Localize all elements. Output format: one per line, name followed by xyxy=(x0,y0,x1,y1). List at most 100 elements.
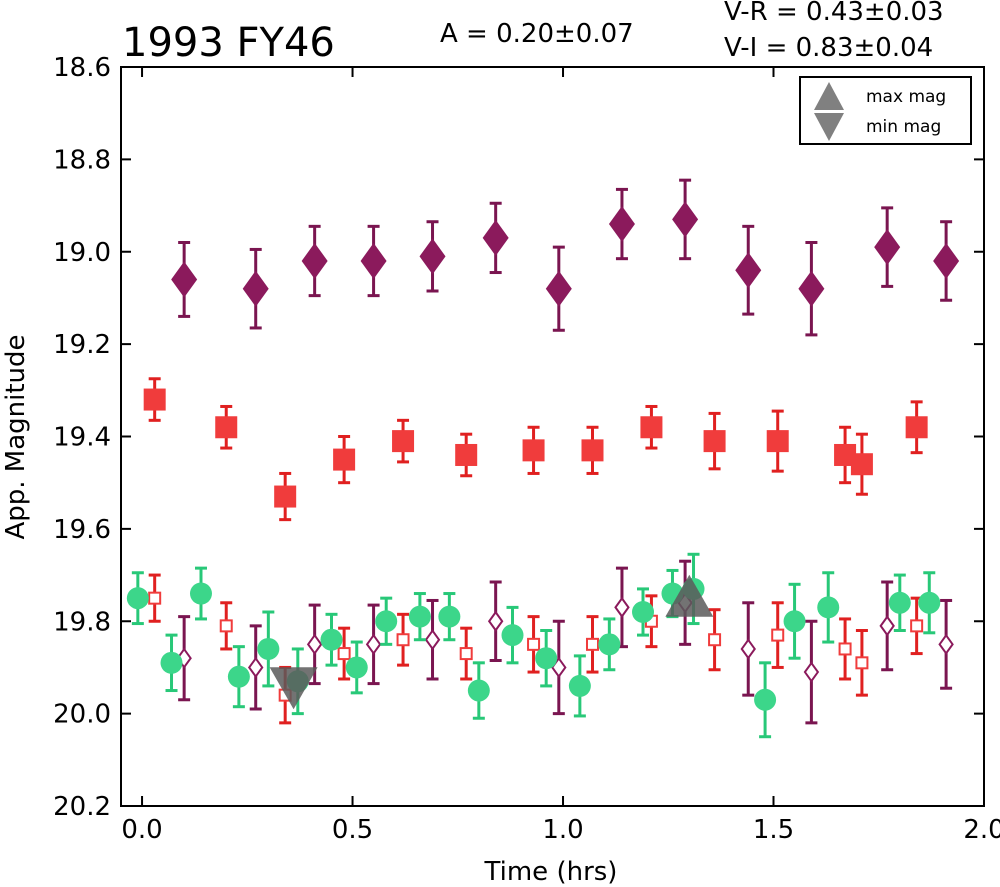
data-series xyxy=(176,559,954,725)
y-tick-label: 19.8 xyxy=(53,607,111,637)
square-marker xyxy=(766,430,789,453)
diamond-marker xyxy=(608,206,635,243)
circle-marker xyxy=(227,665,250,688)
square-marker xyxy=(850,453,873,476)
circle-marker xyxy=(535,647,558,670)
diamond-marker xyxy=(938,633,954,656)
amplitude-stat: A = 0.20±0.07 xyxy=(440,19,634,49)
diamond-marker xyxy=(424,629,441,651)
square-marker xyxy=(703,430,726,453)
circle-marker xyxy=(408,605,431,628)
square-marker xyxy=(855,656,869,670)
x-tick-label: 0.0 xyxy=(121,815,162,845)
axis-ticks: 0.0 0.5 1.0 1.5 2.0 18.6 18.8 19.0 19.2 19.4 19.6 1… xyxy=(53,53,1000,845)
circle-marker xyxy=(320,628,343,651)
circle-marker xyxy=(817,596,840,619)
circle-marker xyxy=(438,605,461,628)
diamond-marker xyxy=(933,242,960,279)
diamond-marker xyxy=(242,270,269,307)
diamond-marker xyxy=(735,252,762,289)
y-tick-label: 19.0 xyxy=(53,238,111,268)
square-marker xyxy=(640,416,663,439)
diamond-marker xyxy=(171,261,198,298)
circle-marker xyxy=(375,610,398,633)
circle-marker xyxy=(783,610,806,633)
diamond-marker xyxy=(419,238,446,275)
square-marker xyxy=(708,633,722,647)
y-tick-label: 18.8 xyxy=(53,145,111,175)
data-series xyxy=(126,552,941,739)
diamond-marker xyxy=(365,633,382,656)
diamond-marker xyxy=(614,596,630,619)
diamond-marker xyxy=(487,610,504,632)
diamond-marker xyxy=(306,633,323,656)
circle-marker xyxy=(632,601,655,624)
diamond-marker xyxy=(740,638,756,660)
y-axis-label: App. Magnitude xyxy=(1,334,31,539)
circle-marker xyxy=(189,582,212,605)
data-series xyxy=(143,377,928,522)
data-series xyxy=(171,178,960,337)
diamond-marker xyxy=(803,661,820,683)
square-marker xyxy=(392,430,415,453)
square-marker xyxy=(396,633,410,647)
y-tick-label: 19.2 xyxy=(53,330,111,360)
min-mag-marker xyxy=(269,667,318,710)
diamond-marker xyxy=(798,270,825,307)
y-tick-label: 20.0 xyxy=(53,700,111,730)
circle-marker xyxy=(598,633,621,656)
legend-label-max-mag: max mag xyxy=(866,87,946,107)
diamond-marker xyxy=(360,242,387,279)
diamond-marker xyxy=(874,229,901,266)
v-r-stat: V-R = 0.43±0.03 xyxy=(724,0,944,27)
x-tick-label: 1.0 xyxy=(542,815,583,845)
x-axis-label: Time (hrs) xyxy=(484,857,618,887)
x-tick-label: 2.0 xyxy=(963,815,1000,845)
square-marker xyxy=(834,443,857,466)
v-i-stat: V-I = 0.83±0.04 xyxy=(724,33,933,63)
y-tick-label: 19.6 xyxy=(53,515,111,545)
legend: max mag min mag xyxy=(799,76,972,145)
plot-layer xyxy=(126,178,960,739)
diamond-marker xyxy=(247,656,264,679)
circle-marker xyxy=(754,688,777,711)
square-marker xyxy=(274,485,297,508)
max-mag-legend-icon xyxy=(814,82,844,110)
square-marker xyxy=(910,619,924,633)
diamond-marker xyxy=(672,201,699,238)
circle-marker xyxy=(257,637,280,660)
x-tick-label: 1.5 xyxy=(753,815,794,845)
circle-marker xyxy=(345,656,368,679)
square-marker xyxy=(585,637,599,651)
legend-label-min-mag: min mag xyxy=(866,117,941,137)
square-marker xyxy=(581,439,604,462)
y-tick-label: 20.2 xyxy=(53,792,111,822)
square-marker xyxy=(143,388,166,411)
min-mag-legend-icon xyxy=(814,113,844,141)
square-marker xyxy=(215,416,238,439)
square-marker xyxy=(459,647,473,661)
circle-marker xyxy=(160,651,183,674)
circle-marker xyxy=(888,591,911,614)
square-marker xyxy=(527,637,541,651)
square-marker xyxy=(333,448,356,471)
diamond-marker xyxy=(482,219,509,256)
circle-marker xyxy=(568,674,591,697)
diamond-marker xyxy=(301,242,328,279)
square-marker xyxy=(522,439,545,462)
diamond-marker xyxy=(545,270,572,307)
y-tick-label: 18.6 xyxy=(53,53,111,83)
max-mag-marker xyxy=(665,574,714,617)
square-marker xyxy=(219,619,233,633)
circle-marker xyxy=(918,591,941,614)
circle-marker xyxy=(467,679,490,702)
square-marker xyxy=(337,647,351,661)
square-marker xyxy=(455,443,478,466)
circle-marker xyxy=(126,587,149,610)
y-tick-label: 19.4 xyxy=(53,423,111,453)
x-tick-label: 0.5 xyxy=(332,815,373,845)
square-marker xyxy=(148,591,162,605)
plot-frame xyxy=(120,66,985,807)
chart-title: 1993 FY46 xyxy=(122,20,335,66)
